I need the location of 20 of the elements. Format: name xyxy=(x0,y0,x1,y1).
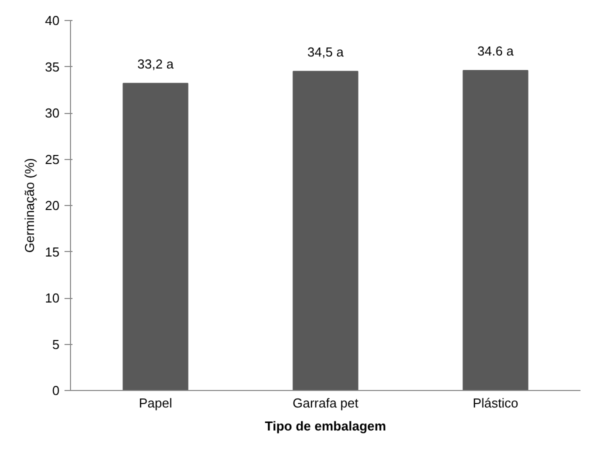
x-axis-title: Tipo de embalagem xyxy=(264,418,386,434)
y-tick-label: 40 xyxy=(45,13,60,28)
y-tick-label: 0 xyxy=(52,383,60,398)
x-tick-label: Papel xyxy=(138,396,172,410)
bar xyxy=(292,70,358,390)
bar xyxy=(122,82,188,390)
data-label: 34.6 a xyxy=(477,43,514,58)
data-label: 34,5 a xyxy=(307,44,344,60)
y-tick-label: 25 xyxy=(45,152,60,167)
x-tick-label: Garrafa pet xyxy=(292,396,359,410)
y-tick-label: 10 xyxy=(45,290,60,306)
y-axis-title: Germinação (%) xyxy=(22,158,38,253)
data-label: 33,2 a xyxy=(137,56,174,72)
y-tick-label: 30 xyxy=(45,106,60,120)
bar xyxy=(462,70,528,390)
y-tick-label: 35 xyxy=(45,59,60,74)
x-tick-label: Plástico xyxy=(472,396,518,410)
y-tick-label: 20 xyxy=(45,198,60,213)
y-tick-label: 5 xyxy=(52,336,60,352)
y-tick-label: 15 xyxy=(45,244,60,260)
